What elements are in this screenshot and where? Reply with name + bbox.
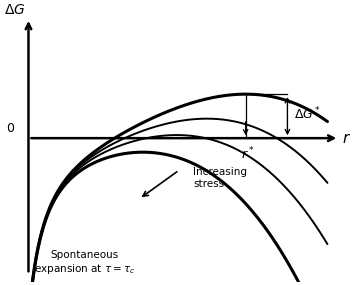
- Text: Increasing
stress: Increasing stress: [193, 167, 247, 189]
- Text: Spontaneous
expansion at $\tau = \tau_c$: Spontaneous expansion at $\tau = \tau_c$: [34, 250, 136, 276]
- Text: $r^*$: $r^*$: [241, 146, 255, 163]
- Text: $\Delta G^*$: $\Delta G^*$: [294, 106, 322, 122]
- Text: 0: 0: [6, 122, 14, 135]
- Text: $r$: $r$: [342, 131, 351, 146]
- Text: $\Delta G$: $\Delta G$: [4, 3, 25, 17]
